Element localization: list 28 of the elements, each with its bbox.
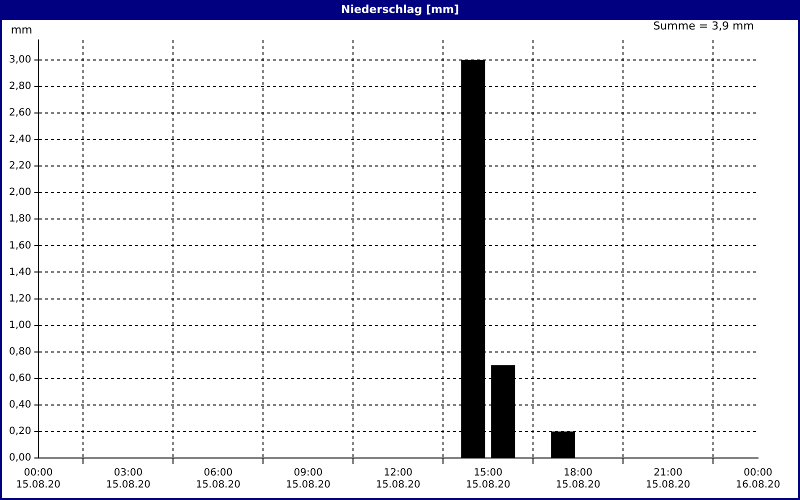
y-tick-label: 2,80 xyxy=(9,81,32,92)
x-tick-label: 00:00 15.08.20 xyxy=(16,468,61,491)
text: Summe = 3,9 mm xyxy=(653,19,754,32)
y-tick-label: 2,00 xyxy=(9,187,32,198)
y-tick-label: 1,20 xyxy=(9,293,32,304)
y-tick-label: 2,20 xyxy=(9,160,32,172)
x-tick-label: 09:00 15.08.20 xyxy=(286,468,330,491)
y-tick-label: 3,00 xyxy=(9,54,32,66)
chart-title: Niederschlag [mm] xyxy=(340,2,460,18)
x-tick-label: 15:00 15.08.20 xyxy=(466,468,510,491)
y-tick-label: 2,60 xyxy=(9,108,32,119)
y-tick-label: 0,00 xyxy=(9,452,32,464)
y-tick-label: 1,60 xyxy=(9,240,32,252)
y-tick-label: 0,60 xyxy=(9,372,32,384)
x-tick-label: 00:00 16.08.20 xyxy=(736,468,780,491)
y-tick-label: 1,40 xyxy=(9,266,32,278)
x-tick-label: 06:00 15.08.20 xyxy=(196,468,240,491)
x-tick-label: 21:00 15.08.20 xyxy=(646,468,690,491)
y-tick-label: 0,40 xyxy=(9,400,32,411)
x-tick-label: 12:00 15.08.20 xyxy=(376,468,420,491)
y-tick-label: 1,00 xyxy=(9,320,32,331)
x-tick-label: 18:00 15.08.20 xyxy=(556,468,600,491)
y-tick-label: 1,80 xyxy=(9,214,32,225)
y-axis-title: mm xyxy=(10,23,32,36)
x-tick-label: 03:00 15.08.20 xyxy=(106,468,150,491)
y-tick-label: 0,20 xyxy=(9,426,32,438)
y-tick-label: 0,80 xyxy=(9,346,32,358)
y-tick-label: 2,40 xyxy=(9,134,32,146)
